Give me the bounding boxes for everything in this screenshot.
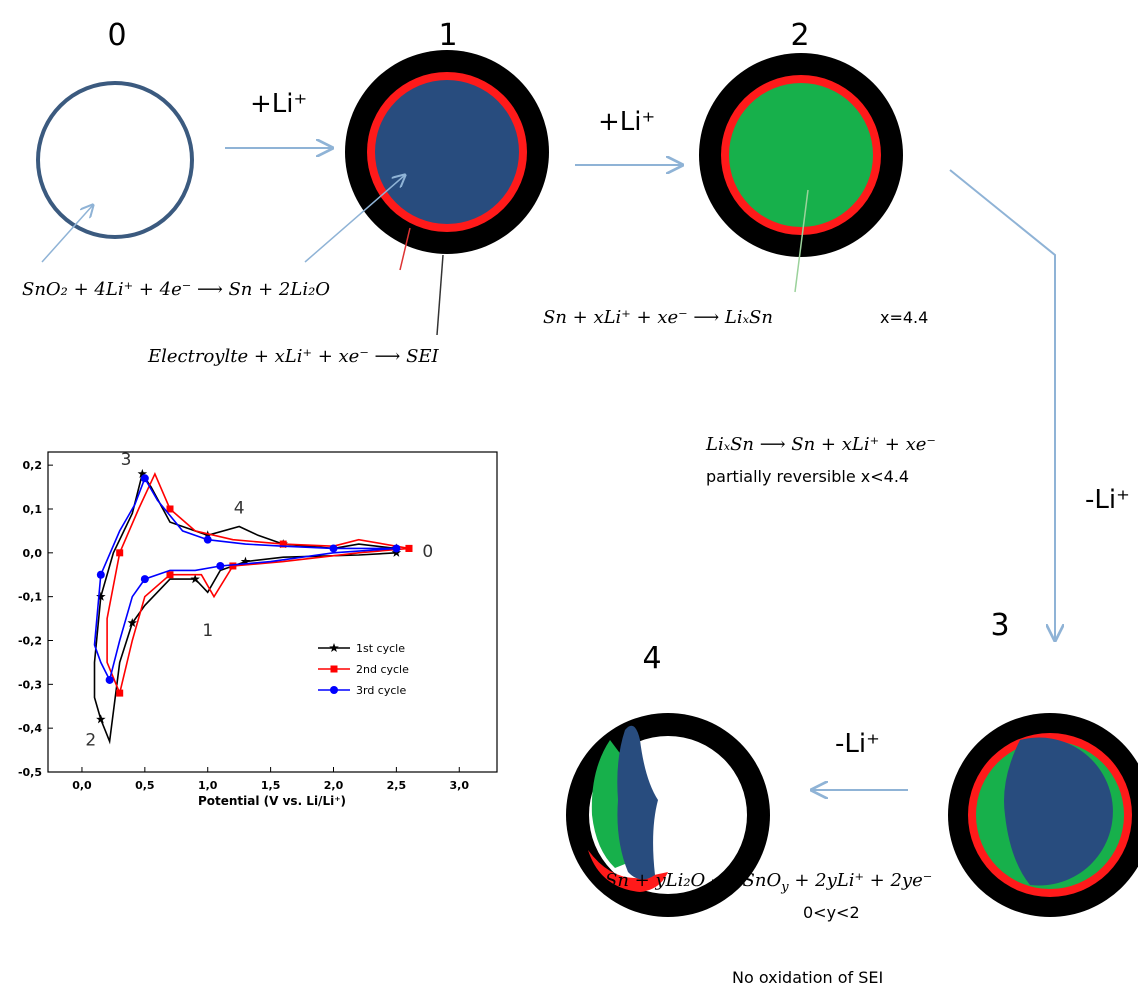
data-marker (329, 544, 338, 553)
note: x=4.4 (880, 308, 928, 327)
data-marker (105, 675, 114, 684)
particle (36, 81, 194, 239)
data-marker (96, 714, 106, 724)
data-marker (392, 544, 401, 553)
x-tick-label: 0,5 (135, 779, 155, 792)
stage-label: 3 (990, 608, 1009, 643)
y-tick-label: 0,0 (23, 547, 43, 560)
data-marker (116, 549, 124, 557)
pointer (794, 189, 809, 293)
equation: SnO₂ + 4Li⁺ + 4e⁻ ⟶ Sn + 2Li₂O (22, 279, 330, 300)
equation-part: Sn + yLi₂O ⟶ SnO (605, 870, 781, 891)
y-tick-label: 0,1 (23, 503, 43, 516)
data-marker (203, 535, 212, 544)
data-marker (96, 591, 106, 601)
y-tick-label: -0,1 (18, 591, 42, 604)
data-marker (203, 530, 213, 540)
y-tick-label: 0,2 (23, 459, 43, 472)
data-marker (329, 643, 339, 652)
stage-label: 0 (107, 18, 126, 53)
data-marker (140, 575, 149, 584)
x-tick-label: 2,5 (387, 779, 407, 792)
data-marker (279, 540, 287, 548)
data-marker (240, 556, 251, 566)
data-marker (96, 570, 105, 579)
data-marker (166, 505, 174, 513)
equation-part: + 2yLi⁺ + 2ye⁻ (789, 870, 933, 891)
data-marker (229, 562, 237, 570)
li2o-remnant (588, 850, 668, 892)
annotation: 3 (121, 450, 132, 470)
x-axis-label: Potential (V vs. Li/Li⁺) (198, 794, 346, 808)
inset-chart: 0,2 0,1 0,0 -0,1 -0,2 -0,3 -0,4 -0,5 0,0 0,5 1,0 1,… (18, 450, 469, 792)
legend-label: 3rd cycle (356, 684, 406, 697)
pointer (399, 227, 411, 271)
x-tick-label: 2,0 (324, 779, 344, 792)
pointer (436, 254, 444, 336)
step-label: +Li⁺ (598, 107, 655, 137)
step-label: +Li⁺ (250, 89, 307, 119)
data-marker (127, 618, 137, 627)
step-label: -Li⁺ (1085, 485, 1130, 515)
annotation: 4 (234, 498, 245, 518)
y-tick-label: -0,2 (18, 634, 42, 647)
data-marker (330, 665, 338, 673)
sn-core (375, 80, 519, 224)
stage-label: 2 (790, 18, 809, 53)
equation: Sn + yLi₂O ⟶ SnOy + 2yLi⁺ + 2ye⁻ (605, 870, 932, 895)
stage-label: 1 (438, 18, 457, 53)
step-label: -Li⁺ (835, 729, 880, 759)
stage-label: 4 (642, 641, 661, 676)
sn-core (1004, 737, 1113, 886)
series-line (93, 476, 397, 683)
data-marker (116, 689, 124, 697)
equation-subscript: y (780, 880, 789, 895)
data-marker (166, 571, 174, 579)
series-line (93, 471, 397, 745)
legend-label: 1st cycle (356, 642, 405, 655)
note: No oxidation of SEI (732, 968, 883, 987)
data-marker (140, 474, 149, 483)
plot-frame (47, 451, 498, 773)
note: partially reversible x<4.4 (706, 467, 909, 486)
x-tick-label: 0,0 (72, 779, 92, 792)
data-marker (405, 544, 413, 552)
pointer (41, 205, 93, 263)
data-marker (190, 574, 200, 584)
data-marker (216, 561, 225, 570)
series-line (106, 471, 410, 696)
equation: Electroylte + xLi⁺ + xe⁻ ⟶ SEI (147, 346, 440, 367)
annotation: 0 (422, 542, 433, 562)
annotation: 1 (202, 621, 213, 641)
data-marker (137, 468, 148, 478)
legend-label: 2nd cycle (356, 663, 409, 676)
y-tick-label: -0,5 (18, 766, 42, 779)
equation: LiₓSn ⟶ Sn + xLi⁺ + xe⁻ (705, 434, 936, 455)
x-tick-label: 1,0 (198, 779, 218, 792)
annotation: 2 (85, 731, 96, 751)
sn-remnant (617, 725, 658, 880)
x-tick-label: 3,0 (450, 779, 470, 792)
data-marker (330, 686, 338, 694)
y-tick-label: -0,3 (18, 678, 42, 691)
process-arrow (949, 169, 1055, 640)
pointer (304, 175, 405, 263)
x-tick-label: 1,5 (261, 779, 281, 792)
lixsn-core (729, 83, 873, 227)
equation: Sn + xLi⁺ + xe⁻ ⟶ LiₓSn (543, 307, 773, 328)
note: 0<y<2 (803, 903, 860, 922)
y-tick-label: -0,4 (18, 722, 42, 735)
